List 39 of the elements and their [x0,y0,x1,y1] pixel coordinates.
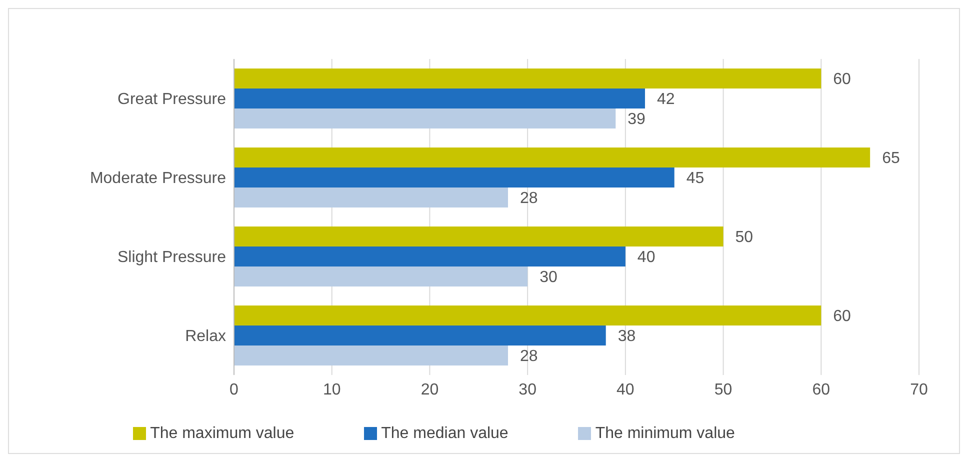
legend-label: The median value [381,425,508,442]
bar [234,305,822,326]
bar [234,345,508,366]
data-label: 45 [686,170,704,188]
y-tick-label: Great Pressure [118,91,226,108]
x-tick-label: 20 [420,381,439,398]
y-tick-label: Slight Pressure [118,249,226,266]
x-tick-label: 50 [714,381,732,398]
bar [234,108,616,128]
data-label: 30 [540,269,558,286]
data-label: 28 [520,348,538,366]
x-tick-label: 30 [518,381,537,398]
x-tick-label: 60 [812,381,830,398]
x-tick-label: 40 [616,381,634,398]
x-tick-label: 70 [910,381,928,398]
bar [234,187,508,208]
data-label: 65 [882,150,900,168]
data-label: 60 [833,71,852,88]
data-label: 28 [520,190,538,208]
x-tick-label: 0 [230,381,239,398]
bar [234,226,724,246]
bar [234,147,870,168]
legend-label: The maximum value [150,425,294,442]
bar [234,167,674,188]
bar [234,325,606,346]
legend-label: The minimum value [595,425,735,442]
data-label: 42 [657,91,675,108]
bar [234,88,645,108]
x-tick-label: 10 [322,381,341,398]
y-tick-label: Relax [185,328,226,346]
data-label: 39 [628,111,646,128]
data-label: 50 [735,229,754,246]
data-label: 38 [618,328,636,346]
bar [234,68,822,88]
bar [234,246,626,266]
y-tick-label: Moderate Pressure [90,170,226,188]
bar [234,266,528,286]
data-label: 60 [833,308,852,326]
data-label: 40 [637,249,656,266]
